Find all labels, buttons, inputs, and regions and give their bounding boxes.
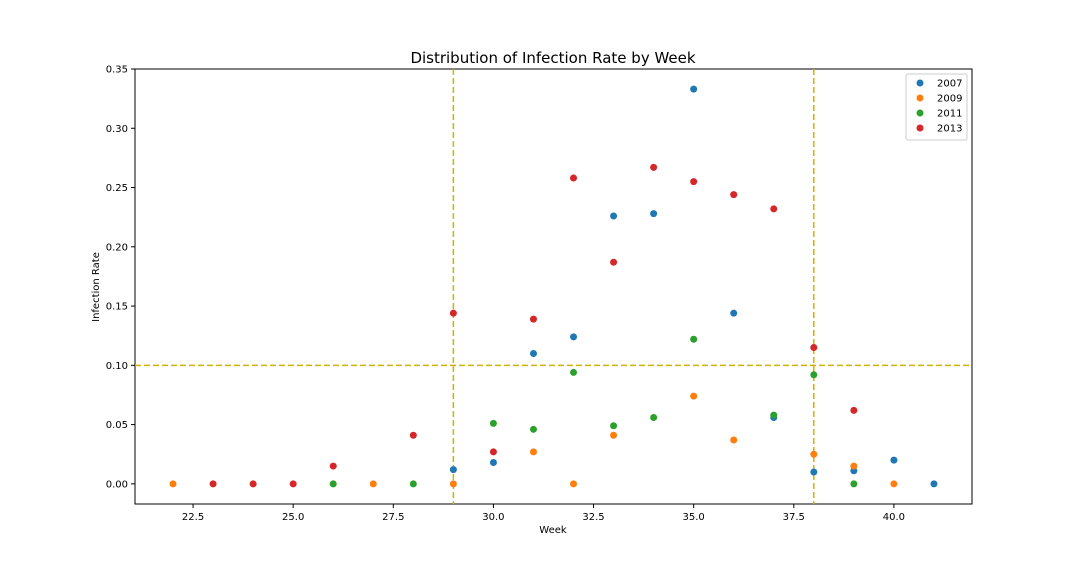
data-point [890,480,898,488]
data-point [610,431,618,439]
x-tick-label: 35.0 [683,512,705,523]
x-tick-label: 22.5 [182,512,204,523]
y-tick-label: 0.15 [106,302,128,313]
legend-label: 2009 [937,94,962,105]
y-axis-label: Infection Rate [91,252,102,322]
x-tick-label: 40.0 [883,512,905,523]
data-point [690,392,698,400]
data-point [570,480,578,488]
y-tick-label: 0.00 [106,479,128,490]
data-point [850,480,858,488]
x-tick-label: 30.0 [482,512,504,523]
data-point [529,448,537,456]
x-tick-label: 32.5 [582,512,604,523]
legend-marker [916,79,924,87]
series-2009 [169,392,898,488]
data-point [409,480,417,488]
data-point [169,480,177,488]
data-point [730,191,738,199]
series-2013 [209,163,858,488]
data-point [529,349,537,357]
data-point [650,210,658,218]
legend: 2007 2009 2011 2013 [905,73,968,141]
data-point [850,406,858,414]
data-point [329,480,337,488]
x-tick-label: 25.0 [282,512,304,523]
data-point [449,480,457,488]
data-point [369,480,377,488]
axes-frame [134,68,973,505]
data-point [730,309,738,317]
chart-title: Distribution of Infection Rate by Week [410,49,695,67]
data-point [650,413,658,421]
data-point [610,258,618,266]
data-point [489,448,497,456]
data-point [209,480,217,488]
x-tick-label: 27.5 [382,512,404,523]
plot-area: 22.5 25.0 27.5 30.0 32.5 35.0 37.5 40.0 0.00 0.05… [106,65,973,523]
data-point [289,480,297,488]
data-point [730,436,738,444]
x-tick-label: 37.5 [783,512,805,523]
data-point [890,456,898,464]
legend-box [905,73,968,141]
y-tick-label: 0.05 [106,420,128,431]
legend-label: 2011 [937,109,962,120]
legend-label: 2007 [937,79,962,90]
y-tick-label: 0.35 [106,65,128,76]
data-point [249,480,257,488]
data-point [770,205,778,213]
data-point [610,422,618,430]
data-point [930,480,938,488]
data-point [409,431,417,439]
data-point [529,425,537,433]
data-point [810,371,818,379]
data-point [690,85,698,93]
y-tick-label: 0.25 [106,183,128,194]
data-point [690,178,698,186]
legend-marker [916,109,924,117]
data-point [570,368,578,376]
y-tick-label: 0.30 [106,124,128,135]
y-tick-label: 0.10 [106,361,128,372]
data-point [489,419,497,427]
legend-marker [916,94,924,102]
data-point [850,462,858,470]
data-point [449,466,457,474]
data-point [810,344,818,352]
data-point [449,309,457,317]
y-tick-label: 0.20 [106,242,128,253]
data-point [570,174,578,182]
data-point [770,411,778,419]
data-point [610,212,618,220]
legend-marker [916,124,924,132]
data-point [329,462,337,470]
series-2007 [449,85,938,488]
data-point [650,163,658,171]
data-point [489,459,497,467]
data-point [810,468,818,476]
data-point [529,315,537,323]
data-point [690,335,698,343]
legend-label: 2013 [937,124,962,135]
data-point [570,333,578,341]
series-2011 [329,335,858,488]
data-point [810,450,818,458]
x-axis-label: Week [539,525,567,536]
